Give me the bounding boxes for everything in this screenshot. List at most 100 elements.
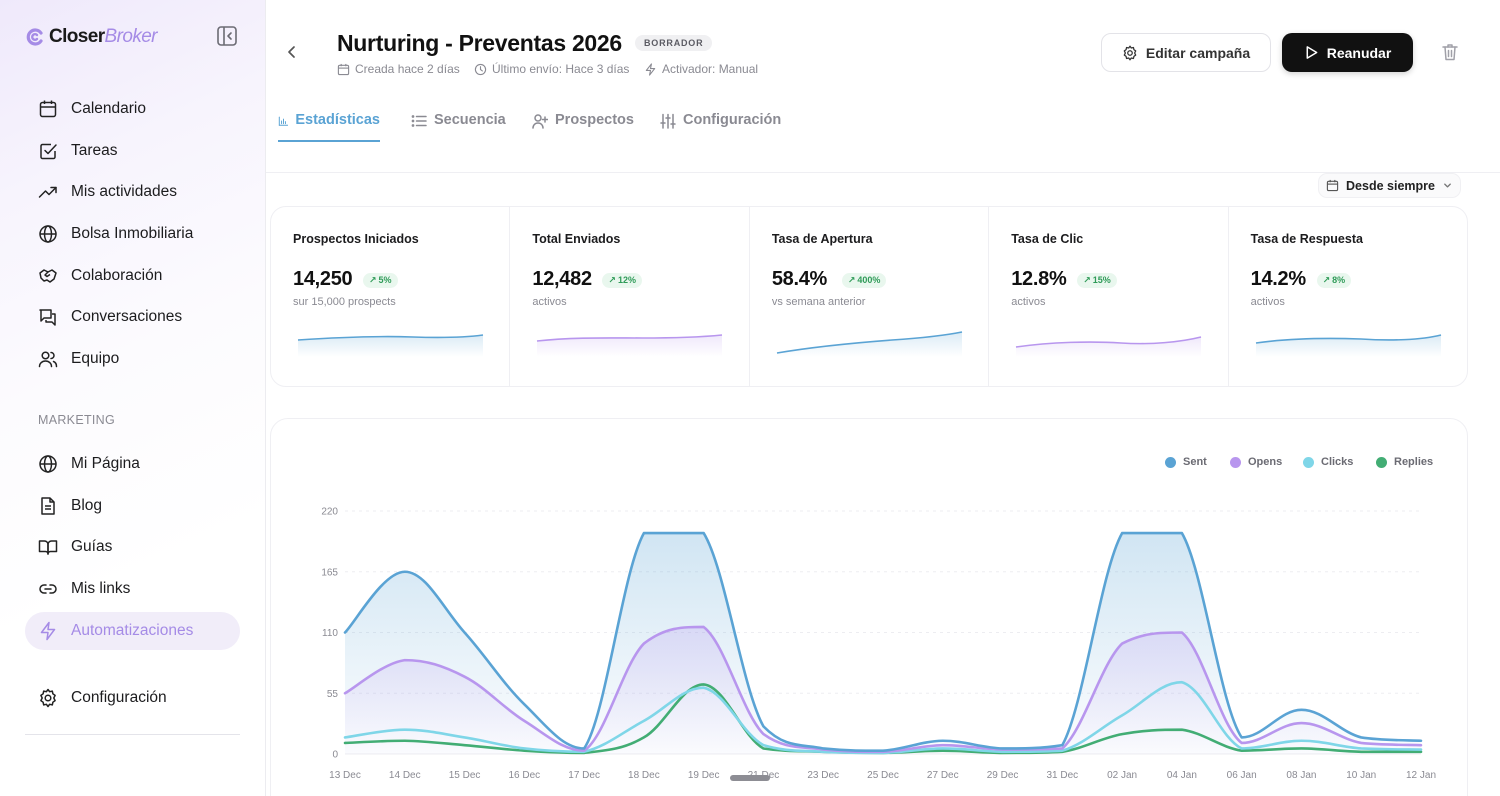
resume-button[interactable]: Reanudar — [1282, 33, 1413, 72]
link-icon — [38, 579, 58, 599]
nav-item-mis-links[interactable]: Mis links — [25, 570, 240, 608]
legend-item-clicks[interactable]: Clicks — [1303, 456, 1353, 468]
stat-value: 12.8% — [1011, 268, 1067, 290]
sparkline — [537, 334, 723, 357]
nav-item-label: Equipo — [71, 350, 120, 368]
main-nav: Calendario Tareas Mis actividades Bolsa … — [25, 90, 240, 382]
tab-estadisticas[interactable]: Estadísticas — [278, 112, 380, 142]
gear-icon — [38, 688, 58, 708]
marketing-nav: Mi Página Blog Guías Mis links Automatiz… — [25, 445, 240, 653]
edit-campaign-button[interactable]: Editar campaña — [1101, 33, 1271, 72]
logo[interactable]: CloserBroker — [25, 24, 158, 50]
campaign-title: Nurturing - Preventas 2026 — [337, 30, 622, 56]
nav-item-label: Mis links — [71, 580, 131, 598]
stat-sub: activos — [1011, 296, 1046, 308]
stat-trend-badge: ↗ 5% — [363, 273, 398, 288]
legend-label: Replies — [1394, 456, 1434, 468]
nav-item-bolsa-inmobiliaria[interactable]: Bolsa Inmobiliaria — [25, 215, 240, 253]
x-tick-label: 04 Jan — [1167, 770, 1197, 781]
nav-item-equipo[interactable]: Equipo — [25, 340, 240, 378]
tabs-divider — [266, 172, 1500, 173]
nav-item-configuracion[interactable]: Configuración — [25, 679, 240, 717]
nav-item-automatizaciones[interactable]: Automatizaciones — [25, 611, 240, 650]
globe-icon — [38, 454, 58, 474]
x-tick-label: 29 Dec — [987, 770, 1019, 781]
meta-last-send-text: Último envío: Hace 3 días — [492, 62, 630, 76]
chat-icon — [38, 307, 58, 327]
legend-label: Clicks — [1321, 456, 1354, 468]
nav-item-mi-pagina[interactable]: Mi Página — [25, 445, 240, 483]
sidebar: CloserBroker Calendario Tareas Mis activ… — [0, 0, 266, 796]
nav-item-tareas[interactable]: Tareas — [25, 132, 240, 170]
tab-configuracion[interactable]: Configuración — [660, 112, 781, 142]
trending-up-icon — [38, 182, 58, 202]
series-area-opens — [345, 626, 1421, 754]
globe-icon — [38, 224, 58, 244]
stat-value: 12,482 — [532, 268, 592, 290]
section-label-marketing: MARKETING — [38, 413, 116, 427]
x-tick-label: 19 Dec — [688, 770, 720, 781]
date-range-dropdown[interactable]: Desde siempre — [1318, 173, 1461, 198]
legend-item-opens[interactable]: Opens — [1230, 456, 1282, 468]
tab-secuencia[interactable]: Secuencia — [411, 112, 506, 142]
legend-item-sent[interactable]: Sent — [1165, 456, 1207, 468]
nav-item-calendario[interactable]: Calendario — [25, 90, 240, 128]
stat-card: Tasa de Apertura 58.4% ↗ 400% vs semana a… — [750, 207, 990, 386]
x-tick-label: 16 Dec — [508, 770, 540, 781]
logo-text: CloserBroker — [49, 26, 158, 47]
calendar-icon — [38, 99, 58, 119]
legend-label: Sent — [1183, 456, 1207, 468]
nav-item-label: Mis actividades — [71, 183, 177, 201]
scroll-handle[interactable] — [730, 775, 770, 781]
tab-prospectos[interactable]: Prospectos — [532, 112, 634, 142]
stat-label: Tasa de Clic — [1011, 232, 1084, 246]
meta-trigger-text: Activador: Manual — [662, 62, 759, 76]
trash-icon[interactable] — [1440, 42, 1460, 62]
activity-chart: 0 55 110 165 220 13 Dec 14 Dec 15 Dec 16 Dec 17 D… — [321, 507, 1436, 782]
resume-label: Reanudar — [1326, 44, 1392, 61]
stat-trend-badge: ↗ 12% — [602, 273, 642, 288]
meta-created: Creada hace 2 días — [337, 62, 460, 76]
book-icon — [38, 537, 58, 557]
nav-item-label: Bolsa Inmobiliaria — [71, 225, 194, 243]
nav-item-colaboracion[interactable]: Colaboración — [25, 257, 240, 295]
legend-item-replies[interactable]: Replies — [1376, 456, 1433, 468]
sparkline — [776, 331, 962, 357]
series-line-sent[interactable] — [343, 531, 1423, 752]
calendar-icon — [1326, 179, 1339, 192]
gear-icon — [1123, 45, 1137, 60]
task-check-icon — [38, 141, 58, 161]
x-tick-label: 25 Dec — [867, 770, 899, 781]
legend-dot — [1376, 456, 1387, 468]
x-tick-label: 12 Jan — [1406, 770, 1436, 781]
nav-item-mis-actividades[interactable]: Mis actividades — [25, 173, 240, 211]
legend-label: Opens — [1248, 456, 1283, 468]
stat-sub: activos — [1250, 296, 1285, 308]
nav-item-guias[interactable]: Guías — [25, 528, 240, 566]
y-tick-label: 0 — [332, 750, 338, 761]
meta-created-text: Creada hace 2 días — [355, 62, 460, 76]
play-icon — [1306, 46, 1318, 59]
legend-dot — [1303, 456, 1314, 468]
nav-item-conversaciones[interactable]: Conversaciones — [25, 298, 240, 336]
meta-trigger: Activador: Manual — [644, 62, 758, 76]
nav-item-label: Configuración — [71, 689, 167, 706]
sidebar-collapse-icon[interactable] — [216, 25, 238, 47]
stat-sub: activos — [532, 296, 567, 308]
stat-value: 14.2% — [1250, 268, 1307, 290]
tab-label: Prospectos — [555, 112, 634, 128]
stat-trend-badge: ↗ 400% — [841, 273, 887, 288]
x-tick-label: 14 Dec — [389, 770, 421, 781]
stat-card: Tasa de Clic 12.8% ↗ 15% activos — [989, 207, 1229, 386]
date-range-label: Desde siempre — [1346, 178, 1435, 193]
nav-item-label: Calendario — [71, 100, 146, 117]
x-tick-label: 31 Dec — [1046, 770, 1078, 781]
back-chevron-icon[interactable] — [283, 43, 301, 61]
stat-trend-badge: ↗ 15% — [1077, 273, 1117, 288]
trend-up-icon: ↗ — [1083, 275, 1091, 285]
nav-item-label: Mi Página — [71, 455, 140, 472]
x-tick-label: 10 Jan — [1346, 770, 1376, 781]
nav-item-blog[interactable]: Blog — [25, 487, 240, 525]
y-tick-label: 220 — [321, 507, 338, 518]
stat-trend-badge: ↗ 8% — [1316, 273, 1352, 288]
